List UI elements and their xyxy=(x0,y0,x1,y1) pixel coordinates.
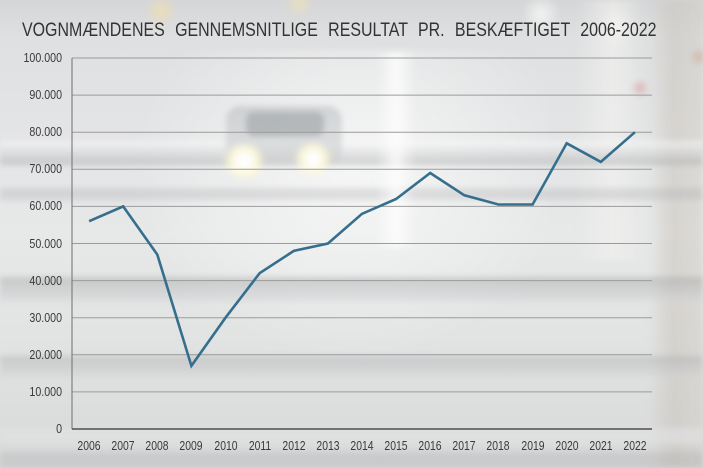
data-line xyxy=(88,131,636,369)
x-axis-label: 2019 xyxy=(521,438,545,453)
y-axis-label: 80.000 xyxy=(29,124,62,140)
y-axis-label: 20.000 xyxy=(29,346,62,362)
tail-light-glow xyxy=(688,48,703,66)
street-light-glow xyxy=(520,0,562,32)
y-axis-label: 10.000 xyxy=(29,383,62,399)
bridge-pillar xyxy=(648,0,703,468)
x-axis-label: 2012 xyxy=(282,438,306,453)
street-light-glow xyxy=(595,8,639,46)
y-axis-label: 30.000 xyxy=(29,309,62,325)
x-axis-label: 2008 xyxy=(145,438,169,453)
street-light-glow xyxy=(144,0,178,26)
tail-light-glow xyxy=(630,80,650,96)
street-light-glow xyxy=(284,0,314,16)
y-axis-label: 100.000 xyxy=(23,50,62,65)
y-axis-label: 50.000 xyxy=(29,235,62,251)
x-axis-label: 2010 xyxy=(213,438,238,453)
x-axis-label: 2014 xyxy=(350,438,374,453)
x-axis-label: 2022 xyxy=(623,438,647,453)
light-streak xyxy=(376,52,416,247)
x-axis-label: 2016 xyxy=(418,438,442,453)
railing-band xyxy=(0,452,703,468)
railing-band xyxy=(0,356,703,377)
railing-band xyxy=(0,428,703,444)
x-axis-label: 2006 xyxy=(77,438,101,453)
x-axis-label: 2018 xyxy=(486,438,511,453)
y-axis-label: 40.000 xyxy=(29,272,62,288)
railing-band xyxy=(0,277,703,302)
x-axis-label: 2021 xyxy=(589,438,613,453)
y-axis-label: 90.000 xyxy=(29,87,62,103)
headlight-glow xyxy=(221,144,267,178)
y-axis-label: 70.000 xyxy=(29,161,62,177)
x-axis-label: 2007 xyxy=(111,438,135,453)
x-axis-label: 2011 xyxy=(248,438,271,453)
x-axis-label: 2009 xyxy=(179,438,203,453)
x-axis-label: 2013 xyxy=(316,438,340,453)
railing-band xyxy=(0,188,703,200)
y-axis-label: 0 xyxy=(56,421,62,436)
x-axis-label: 2017 xyxy=(452,438,476,453)
x-axis-label: 2015 xyxy=(384,438,408,453)
y-axis-label: 60.000 xyxy=(29,198,62,214)
chart-title: VOGNMÆNDENES GENNEMSNITLIGE RESULTAT PR.… xyxy=(22,20,657,41)
x-axis-label: 2020 xyxy=(555,438,579,453)
road-glare xyxy=(110,50,550,380)
